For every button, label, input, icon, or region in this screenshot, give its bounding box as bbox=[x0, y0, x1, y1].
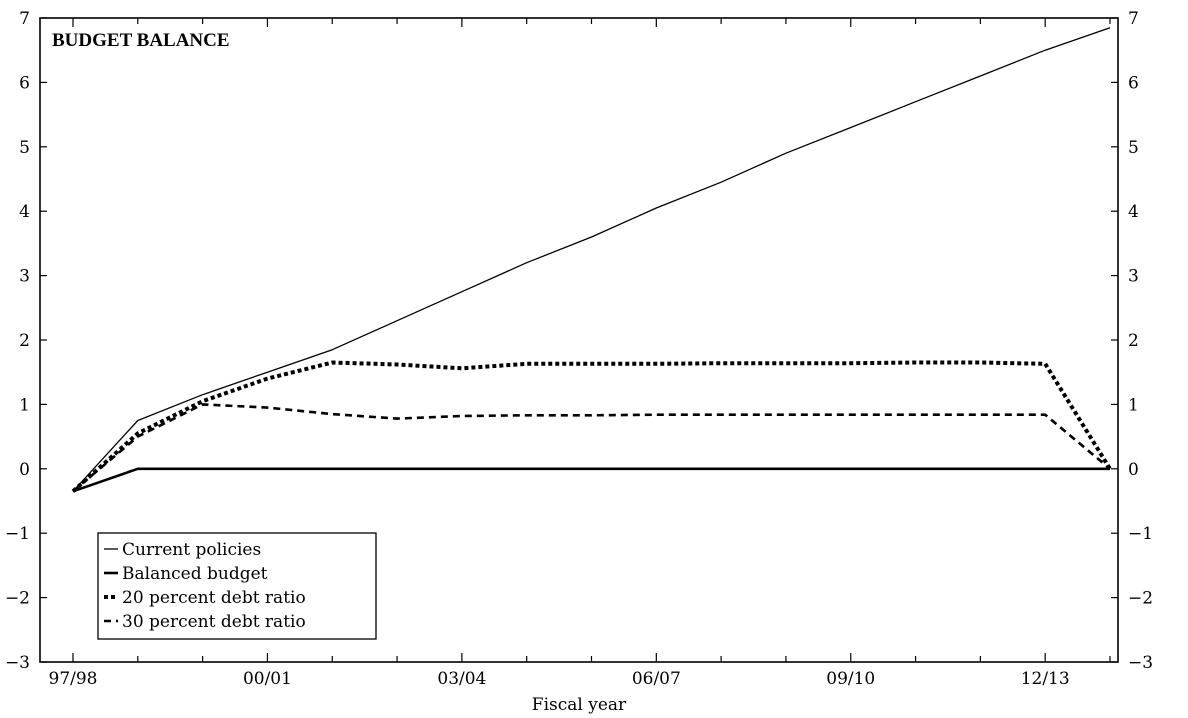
x-axis-label: Fiscal year bbox=[532, 695, 627, 715]
y-tick-label-left: −1 bbox=[5, 524, 30, 544]
x-tick-label: 12/13 bbox=[1021, 669, 1070, 689]
y-tick-label-right: 4 bbox=[1128, 202, 1139, 222]
x-tick-label: 97/98 bbox=[49, 669, 98, 689]
y-tick-label-left: −2 bbox=[5, 589, 30, 609]
y-tick-label-left: 5 bbox=[19, 138, 30, 158]
y-tick-label-left: 3 bbox=[19, 267, 30, 287]
y-tick-label-left: 2 bbox=[19, 331, 30, 351]
y-tick-label-right: −3 bbox=[1128, 653, 1153, 673]
y-tick-label-right: 3 bbox=[1128, 267, 1139, 287]
y-tick-label-right: 0 bbox=[1128, 460, 1139, 480]
y-tick-label-left: 4 bbox=[19, 202, 30, 222]
y-tick-label-left: 6 bbox=[19, 73, 30, 93]
series-line-3 bbox=[71, 360, 1112, 493]
x-tick-label: 06/07 bbox=[632, 669, 681, 689]
legend-box bbox=[97, 532, 377, 640]
series-lines bbox=[71, 27, 1112, 493]
legend-label: 20 percent debt ratio bbox=[122, 588, 306, 608]
legend-label: Current policies bbox=[122, 540, 261, 560]
legend: Current policies Balanced budget 20 percen… bbox=[97, 532, 377, 640]
axes: −3 −3 −2 −2 −1 −1 0 0 1 1 2 2 3 3 4 4 5 5 6 6 7 7 97/98 00/01 03… bbox=[5, 9, 1153, 689]
y-tick-label-right: 6 bbox=[1128, 73, 1139, 93]
y-tick-label-left: −3 bbox=[5, 653, 30, 673]
series-line-2 bbox=[72, 467, 1110, 493]
series-line-4 bbox=[72, 403, 1111, 493]
x-tick-label: 03/04 bbox=[437, 669, 486, 689]
y-tick-label-left: 7 bbox=[19, 9, 30, 29]
y-tick-label-right: −2 bbox=[1128, 589, 1153, 609]
y-tick-label-right: 5 bbox=[1128, 138, 1139, 158]
x-tick-label: 00/01 bbox=[243, 669, 292, 689]
chart-title: BUDGET BALANCE bbox=[52, 30, 230, 51]
legend-label: Balanced budget bbox=[122, 564, 268, 584]
y-tick-label-left: 1 bbox=[19, 395, 30, 415]
series-line-1 bbox=[72, 27, 1111, 492]
x-tick-label: 09/10 bbox=[826, 669, 875, 689]
y-tick-label-right: 1 bbox=[1128, 395, 1139, 415]
y-tick-label-right: 7 bbox=[1128, 9, 1139, 29]
y-tick-label-right: 2 bbox=[1128, 331, 1139, 351]
y-tick-label-left: 0 bbox=[19, 460, 30, 480]
y-tick-label-right: −1 bbox=[1128, 524, 1153, 544]
legend-label: 30 percent debt ratio bbox=[122, 612, 306, 632]
